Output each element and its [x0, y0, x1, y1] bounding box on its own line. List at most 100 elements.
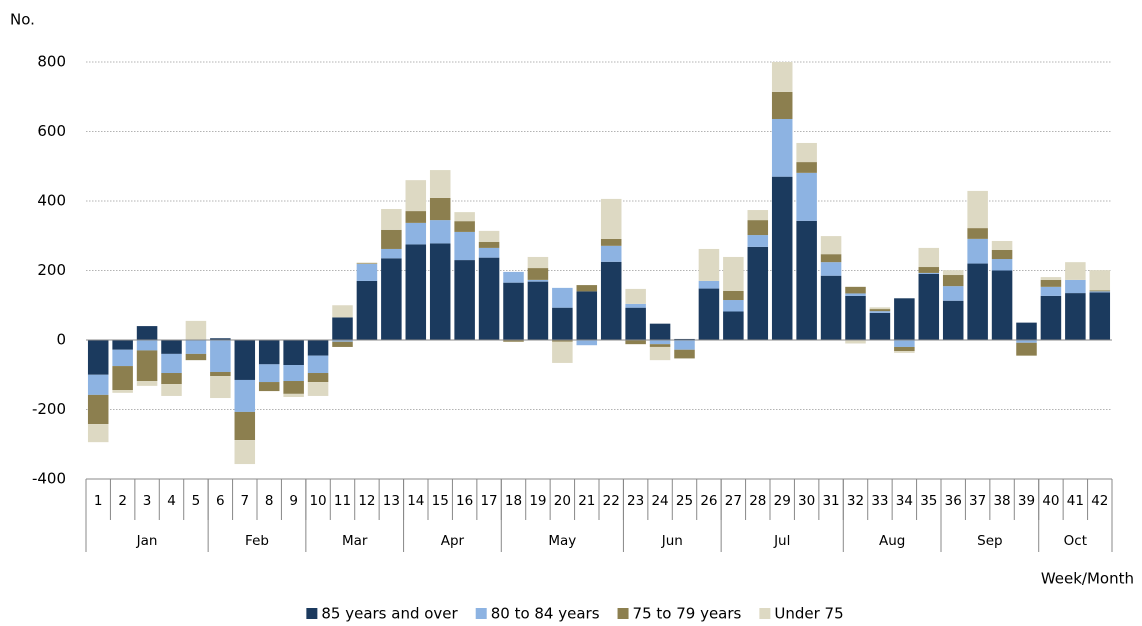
bar-segment [942, 275, 964, 287]
bar-segment [723, 300, 744, 312]
bar-segment [405, 222, 427, 245]
bar-segment [87, 374, 109, 395]
bar-segment [894, 340, 915, 347]
y-tick-label: -400 [32, 470, 66, 488]
bar-segment [576, 340, 598, 346]
bar-segment [1040, 286, 1062, 296]
legend-swatch [475, 608, 487, 619]
y-tick-label: -200 [32, 400, 66, 418]
group-label: Aug [879, 533, 905, 549]
bar-segment [869, 311, 891, 313]
bar-segment [381, 248, 402, 259]
bar-segment [527, 281, 549, 340]
bar-segment [625, 288, 646, 304]
bar-segment [381, 229, 402, 249]
legend-label: Under 75 [774, 605, 843, 623]
legend: 85 years and over 80 to 84 years 75 to 79 … [306, 605, 844, 623]
bar-segment [1016, 340, 1037, 343]
x-tick-label: 17 [480, 493, 497, 509]
x-tick-label: 7 [240, 493, 249, 509]
x-tick-label: 19 [529, 493, 546, 509]
bar-segment [307, 355, 329, 374]
bar-segment [356, 262, 378, 264]
bar-segment [258, 382, 280, 392]
x-tick-label: 1 [94, 493, 103, 509]
bar-segment [723, 256, 744, 292]
bar-segment [283, 365, 304, 382]
bar-segment [845, 340, 866, 344]
bar-segment [112, 340, 133, 350]
bar-segment [381, 208, 402, 230]
bar-segment [1016, 322, 1037, 340]
bar-segment [258, 340, 280, 365]
bar-segment [649, 340, 671, 345]
bar-segment [796, 142, 817, 163]
x-tick-label: 32 [847, 493, 864, 509]
bar-segment [112, 366, 133, 391]
x-tick-label: 39 [1018, 493, 1035, 509]
bar-segment [1065, 279, 1086, 294]
bar-segment [405, 211, 427, 223]
bar-segment [894, 346, 915, 352]
bar-segment [845, 293, 866, 296]
bar-segment [332, 341, 353, 347]
bar-segment [478, 230, 500, 243]
bar-segment [405, 244, 427, 340]
x-tick-label: 27 [725, 493, 742, 509]
bar-segment [552, 340, 573, 342]
bar-segment [820, 254, 842, 263]
bar-segment [1089, 291, 1111, 293]
bar-segment [112, 390, 133, 393]
x-tick-label: 41 [1067, 493, 1084, 509]
bar-segment [478, 247, 500, 258]
bar-segment [185, 340, 207, 354]
bar-segment [820, 236, 842, 255]
x-tick-label: 6 [216, 493, 225, 509]
x-tick-label: 16 [456, 493, 473, 509]
bar-segment [942, 300, 964, 340]
bar-segment [625, 303, 646, 308]
x-tick-label: 14 [407, 493, 424, 509]
bar-segment [600, 198, 622, 239]
x-tick-label: 20 [554, 493, 571, 509]
bar-segment [185, 320, 207, 340]
bar-segment [1040, 279, 1062, 287]
bar-segment [967, 190, 988, 229]
bar-segment [454, 231, 475, 261]
bar-segment [771, 62, 793, 92]
y-tick-label: 600 [37, 122, 66, 140]
bar-segment [234, 411, 256, 441]
bar-segment [234, 440, 256, 465]
bar-segment [552, 341, 573, 363]
x-tick-label: 5 [192, 493, 201, 509]
y-tick-label: 200 [37, 261, 66, 279]
bar-segment [478, 257, 500, 340]
bar-segment [332, 317, 353, 340]
y-tick-label: 400 [37, 192, 66, 210]
bar-segment [136, 326, 158, 340]
bar-segment [723, 311, 744, 340]
bar-segment [796, 162, 817, 173]
bar-segment [161, 373, 182, 385]
x-tick-label: 3 [143, 493, 152, 509]
bar-segment [503, 282, 524, 340]
bar-segment [747, 235, 769, 247]
bar-segment [1040, 277, 1062, 280]
bar-segment [942, 270, 964, 276]
group-label: Mar [342, 533, 368, 549]
bar-segment [576, 291, 598, 340]
bar-segment [625, 307, 646, 340]
x-tick-label: 2 [118, 493, 127, 509]
bar-segment [869, 312, 891, 340]
bar-segment [356, 263, 378, 264]
bar-segment [600, 245, 622, 262]
x-tick-label: 9 [289, 493, 298, 509]
bar-segment [258, 364, 280, 383]
x-tick-label: 13 [383, 493, 400, 509]
group-label: Jul [773, 533, 790, 549]
bar-segment [527, 256, 549, 269]
group-label: Sep [977, 533, 1002, 549]
bar-segment [552, 307, 573, 340]
x-tick-label: 22 [603, 493, 620, 509]
